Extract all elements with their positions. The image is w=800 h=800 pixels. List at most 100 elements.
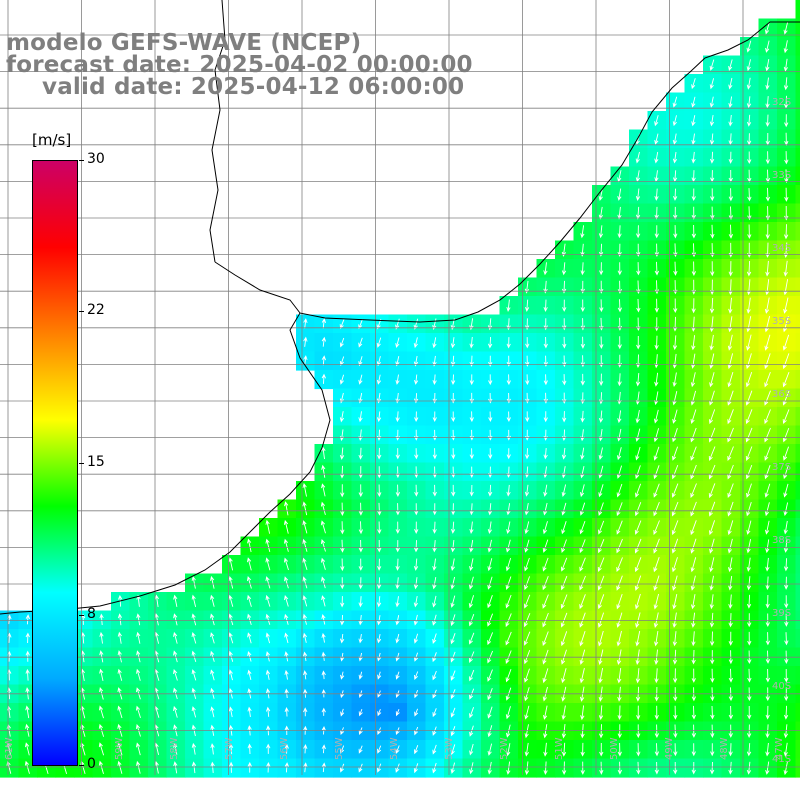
colorbar-tick-label: 15	[87, 454, 105, 470]
wind-arrow	[691, 335, 696, 351]
wind-arrow	[321, 373, 327, 384]
wind-arrow	[747, 206, 752, 221]
coastline	[0, 0, 800, 615]
wind-arrow	[709, 631, 715, 647]
wind-arrow	[709, 372, 715, 388]
wind-arrow	[560, 612, 568, 628]
wind-arrow	[691, 298, 696, 314]
wind-arrow	[747, 705, 752, 720]
wind-arrow	[745, 427, 753, 443]
wind-arrow	[505, 650, 512, 664]
wind-speed-cell	[795, 499, 800, 519]
wind-arrow	[598, 484, 604, 498]
wind-arrow	[580, 373, 585, 386]
wind-arrow	[210, 613, 215, 626]
wind-arrow	[783, 761, 788, 776]
wind-arrow	[598, 243, 604, 257]
wind-arrow	[617, 336, 622, 350]
wind-arrow	[340, 539, 345, 553]
wind-arrow	[376, 634, 382, 644]
wind-arrow	[358, 466, 363, 479]
wind-arrow	[228, 613, 234, 626]
wind-arrow	[580, 447, 585, 460]
wind-arrow	[672, 133, 678, 145]
wind-arrow	[691, 743, 696, 757]
wind-arrow	[284, 632, 289, 644]
wind-arrow	[746, 557, 751, 572]
wind-arrow	[302, 595, 308, 607]
wind-arrow	[506, 484, 511, 497]
wind-arrow	[542, 612, 549, 628]
wind-arrow	[579, 612, 586, 628]
wind-arrow	[24, 760, 30, 774]
wind-arrow	[543, 280, 548, 294]
wind-arrow	[635, 465, 641, 480]
wind-arrow	[395, 484, 401, 497]
wind-arrow	[247, 669, 252, 681]
wind-arrow	[691, 668, 696, 683]
wind-arrow	[746, 133, 752, 146]
wind-arrow	[765, 77, 770, 90]
wind-arrow	[450, 558, 455, 572]
wind-arrow	[784, 576, 789, 590]
wind-arrow	[154, 760, 159, 774]
wind-arrow	[432, 614, 437, 626]
wind-arrow	[339, 614, 345, 626]
wind-arrow	[413, 355, 419, 367]
wind-arrow	[525, 374, 530, 386]
wind-arrow	[690, 427, 697, 443]
wind-arrow	[377, 558, 382, 571]
wind-arrow	[616, 538, 623, 554]
wind-arrow	[358, 447, 363, 460]
wind-arrow	[654, 335, 659, 350]
wind-arrow	[469, 503, 474, 516]
wind-arrow	[339, 319, 345, 330]
wind-arrow	[414, 708, 419, 717]
wind-arrow	[432, 448, 437, 460]
wind-arrow	[765, 761, 770, 775]
wind-arrow	[617, 668, 622, 684]
wind-arrow	[432, 484, 437, 497]
wind-arrow	[654, 631, 659, 647]
wind-arrow	[728, 575, 733, 591]
wind-arrow	[543, 299, 548, 312]
wind-arrow	[709, 59, 715, 71]
wind-arrow	[283, 538, 289, 552]
wind-arrow	[654, 243, 659, 257]
wind-arrow	[598, 520, 605, 535]
wind-arrow	[173, 594, 178, 607]
longitude-label: 56W	[279, 737, 290, 760]
wind-arrow	[432, 633, 437, 644]
longitude-label: 52W	[499, 737, 510, 760]
longitude-label: 59W	[114, 737, 125, 760]
wind-arrow	[690, 520, 697, 536]
wind-arrow	[487, 743, 493, 756]
wind-arrow	[154, 594, 159, 607]
wind-arrow	[653, 446, 660, 461]
wind-arrow	[523, 613, 531, 628]
wind-arrow	[303, 318, 308, 329]
wind-arrow	[783, 297, 789, 314]
wind-arrow	[561, 761, 567, 776]
wind-arrow	[636, 335, 641, 350]
wind-arrow	[413, 614, 418, 626]
wind-arrow	[691, 151, 696, 164]
wind-arrow	[634, 575, 642, 591]
wind-speed-cell	[795, 37, 800, 57]
wind-arrow	[525, 411, 530, 423]
wind-arrow	[303, 670, 308, 680]
wind-arrow	[395, 671, 400, 680]
wind-arrow	[117, 760, 123, 774]
wind-arrow	[690, 575, 696, 591]
wind-arrow	[784, 650, 789, 664]
longitude-label: 47W	[774, 737, 785, 760]
wind-arrow	[782, 353, 790, 370]
wind-arrow	[284, 669, 289, 680]
wind-arrow	[358, 502, 364, 516]
longitude-label: 57W	[224, 737, 235, 760]
wind-direction-arrows	[6, 21, 790, 776]
wind-arrow	[395, 652, 400, 662]
wind-arrow	[469, 762, 474, 775]
model-title: modelo GEFS-WAVE (NCEP)	[6, 30, 362, 56]
wind-arrow	[376, 337, 382, 348]
